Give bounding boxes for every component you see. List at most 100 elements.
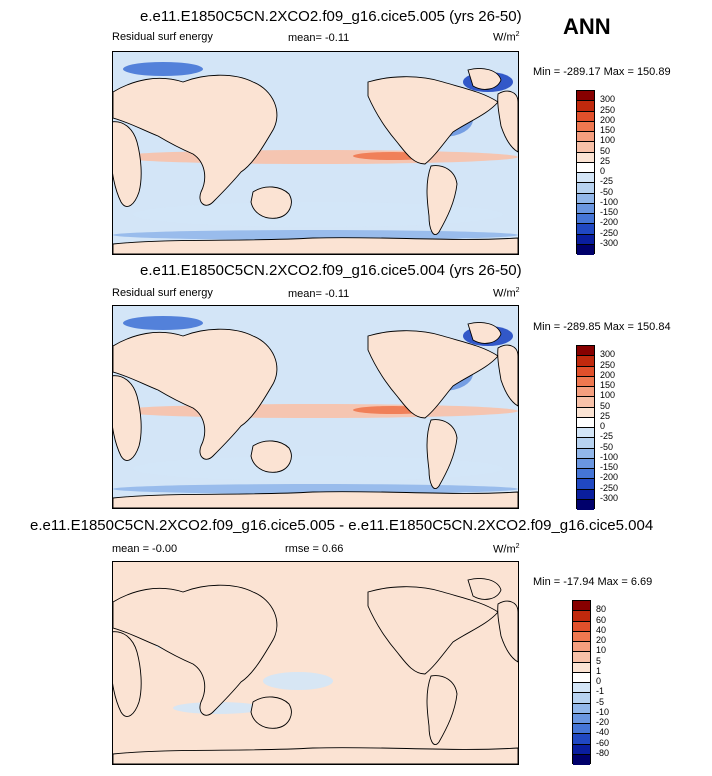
coastline — [113, 747, 518, 764]
panel-2-left-label: Residual surf energy — [112, 287, 213, 299]
colorbar-swatch — [573, 683, 590, 694]
panel-2-map-svg — [113, 306, 518, 508]
colorbar-tick-label: 100 — [600, 135, 616, 146]
panel-2-title: e.e11.E1850C5CN.2XCO2.f09_g16.cice5.004 … — [140, 262, 522, 279]
colorbar-tick-label: -200 — [600, 472, 619, 483]
colorbar-tick-label: -100 — [600, 451, 619, 462]
colorbar-tick-label: 60 — [596, 614, 607, 625]
colorbar-swatch — [573, 703, 590, 714]
coastline — [426, 165, 458, 236]
field-region — [113, 230, 518, 240]
panel-1-mean: mean= -0.11 — [288, 32, 350, 44]
coastline — [497, 344, 518, 407]
colorbar-tick-label: -200 — [600, 217, 619, 228]
colorbar-swatch — [577, 376, 594, 387]
colorbar-swatch — [577, 91, 594, 102]
colorbar-tick-label: -250 — [600, 482, 619, 493]
colorbar-tick-label: -20 — [596, 717, 610, 727]
panel-3-title: e.e11.E1850C5CN.2XCO2.f09_g16.cice5.005 … — [30, 517, 654, 534]
colorbar-swatch — [577, 489, 594, 500]
colorbar-tick-label: -150 — [600, 462, 619, 472]
field-region — [123, 316, 203, 330]
coastline — [113, 74, 278, 206]
colorbar-tick-label: 250 — [600, 359, 616, 370]
colorbar-swatch — [573, 611, 590, 622]
colorbar-swatch — [577, 407, 594, 418]
colorbar-tick-label: 0 — [596, 676, 602, 686]
colorbar-swatch — [577, 479, 594, 490]
colorbar-tick-label: 150 — [600, 125, 616, 135]
coastline — [367, 586, 499, 675]
coastline — [367, 330, 499, 419]
colorbar-tick-label: 50 — [600, 145, 611, 156]
coastline — [113, 584, 278, 716]
colorbar-swatch — [577, 224, 594, 235]
panel-1-map — [112, 51, 519, 255]
colorbar-tick-label: -300 — [600, 492, 619, 503]
panel-1-colorbar — [576, 90, 595, 255]
colorbar-swatch — [577, 183, 594, 194]
field-region — [113, 404, 518, 418]
coastline — [367, 76, 499, 165]
panel-1-left-label: Residual surf energy — [112, 31, 213, 43]
coastline — [250, 696, 292, 729]
panel-2-map — [112, 305, 519, 509]
season-label: ANN — [563, 14, 611, 39]
colorbar-swatch — [573, 601, 590, 612]
coastline — [113, 328, 278, 460]
colorbar-tick-label: -40 — [596, 727, 610, 738]
coastline — [467, 68, 502, 90]
colorbar-tick-label: 200 — [600, 369, 616, 380]
colorbar-tick-label: -50 — [600, 441, 614, 452]
colorbar-swatch — [577, 469, 594, 480]
colorbar-tick-label: -100 — [600, 196, 619, 207]
colorbar-swatch — [573, 662, 590, 673]
colorbar-tick-label: 250 — [600, 104, 616, 115]
colorbar-tick-label: 50 — [600, 400, 611, 411]
colorbar-swatch — [573, 631, 590, 642]
colorbar-swatch — [573, 713, 590, 724]
colorbar-swatch — [577, 132, 594, 143]
coastline — [250, 186, 292, 219]
colorbar-swatch — [577, 397, 594, 408]
panel-3-map-svg — [113, 562, 518, 764]
colorbar-swatch — [577, 387, 594, 398]
colorbar-swatch — [577, 356, 594, 367]
colorbar-tick-label: -300 — [600, 237, 619, 248]
coastline — [497, 600, 518, 663]
colorbar-swatch — [577, 203, 594, 214]
colorbar-tick-label: 200 — [600, 114, 616, 125]
colorbar-swatch — [577, 244, 594, 255]
colorbar-tick-label: 1 — [596, 665, 602, 676]
colorbar-tick-label: -80 — [596, 747, 610, 758]
field-region — [133, 456, 503, 481]
colorbar-swatch — [577, 142, 594, 153]
colorbar-swatch — [573, 734, 590, 745]
field-region — [173, 702, 263, 714]
colorbar-swatch — [577, 438, 594, 449]
colorbar-swatch — [573, 744, 590, 755]
panel-2-minmax: Min = -289.85 Max = 150.84 — [533, 321, 671, 333]
colorbar-swatch — [577, 428, 594, 439]
colorbar-tick-label: 80 — [596, 604, 607, 615]
colorbar-swatch — [577, 417, 594, 428]
coastline — [250, 440, 292, 473]
panel-3-minmax: Min = -17.94 Max = 6.69 — [533, 576, 653, 588]
colorbar-swatch — [573, 754, 590, 765]
panel-3-colorbar — [572, 600, 591, 765]
colorbar-swatch — [577, 366, 594, 377]
colorbar-swatch — [577, 346, 594, 357]
colorbar-swatch — [577, 162, 594, 173]
colorbar-tick-label: -10 — [596, 706, 610, 717]
field-region — [133, 202, 503, 227]
coastline — [426, 419, 458, 490]
colorbar-swatch — [577, 152, 594, 163]
field-region — [263, 672, 333, 690]
coastline — [426, 675, 458, 746]
panel-2-mean: mean= -0.11 — [288, 288, 350, 300]
colorbar-tick-label: 100 — [600, 390, 616, 401]
coastline — [467, 322, 502, 344]
colorbar-swatch — [577, 448, 594, 459]
panel-1-title: e.e11.E1850C5CN.2XCO2.f09_g16.cice5.005 … — [140, 8, 522, 25]
panel-3-rmse: rmse = 0.66 — [285, 543, 344, 555]
